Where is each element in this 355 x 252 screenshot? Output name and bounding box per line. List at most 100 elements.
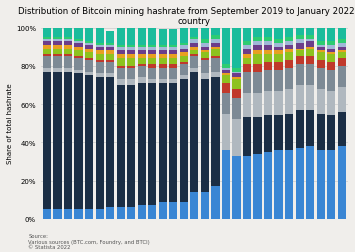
Bar (75, 42, 83, 44)
Bar (190, 38, 198, 40)
Bar (327, 67, 335, 70)
Bar (159, 59, 167, 65)
Bar (233, 72, 241, 74)
Bar (211, 49, 219, 57)
Bar (264, 38, 272, 42)
Bar (201, 53, 209, 59)
Bar (148, 206, 157, 219)
Bar (201, 80, 209, 192)
Bar (127, 80, 135, 85)
Bar (190, 55, 198, 57)
Bar (85, 59, 93, 61)
Bar (64, 42, 72, 46)
Bar (138, 84, 146, 206)
Bar (43, 40, 51, 42)
Bar (233, 95, 241, 99)
Bar (148, 55, 157, 59)
Bar (169, 30, 178, 46)
Bar (159, 51, 167, 55)
Bar (190, 72, 198, 192)
Bar (285, 89, 293, 114)
Bar (306, 146, 314, 219)
Bar (317, 47, 325, 51)
Bar (295, 28, 304, 36)
Bar (95, 61, 104, 63)
Bar (253, 68, 262, 72)
Bar (295, 40, 304, 44)
Bar (95, 78, 104, 209)
Bar (138, 55, 146, 59)
Bar (233, 80, 241, 89)
Bar (327, 70, 335, 91)
Bar (243, 46, 251, 49)
Bar (85, 46, 93, 49)
Bar (327, 63, 335, 67)
Bar (211, 72, 219, 78)
Bar (233, 68, 241, 72)
Bar (75, 59, 83, 70)
Bar (285, 150, 293, 219)
Bar (285, 49, 293, 53)
Bar (169, 202, 178, 219)
Bar (116, 80, 125, 85)
Bar (95, 28, 104, 44)
Bar (169, 59, 178, 65)
Bar (338, 28, 346, 40)
Bar (201, 40, 209, 44)
Bar (274, 67, 283, 70)
Bar (169, 84, 178, 202)
Bar (338, 146, 346, 219)
Bar (159, 65, 167, 68)
Bar (274, 51, 283, 55)
Bar (95, 209, 104, 219)
Bar (95, 63, 104, 74)
Bar (159, 55, 167, 59)
Bar (233, 28, 241, 68)
Bar (180, 44, 188, 46)
Bar (54, 72, 62, 209)
Bar (127, 68, 135, 80)
Bar (43, 57, 51, 68)
Bar (106, 32, 114, 44)
Bar (95, 44, 104, 46)
Bar (127, 55, 135, 59)
Bar (169, 47, 178, 51)
Bar (233, 99, 241, 120)
Bar (43, 42, 51, 46)
Bar (190, 44, 198, 47)
Bar (306, 28, 314, 36)
Bar (75, 40, 83, 42)
Bar (148, 46, 157, 47)
Bar (243, 118, 251, 156)
Bar (64, 72, 72, 209)
Bar (75, 44, 83, 47)
Bar (43, 28, 51, 38)
Bar (253, 38, 262, 42)
Bar (54, 38, 62, 40)
Bar (264, 152, 272, 219)
Bar (116, 67, 125, 68)
Bar (222, 74, 230, 76)
Bar (264, 55, 272, 63)
Bar (317, 65, 325, 68)
Bar (285, 42, 293, 46)
Bar (274, 91, 283, 116)
Bar (190, 51, 198, 55)
Bar (190, 28, 198, 38)
Bar (211, 36, 219, 40)
Bar (116, 28, 125, 46)
Bar (338, 40, 346, 44)
Bar (306, 65, 314, 85)
Bar (306, 85, 314, 110)
Bar (274, 116, 283, 150)
Bar (75, 57, 83, 59)
Bar (43, 209, 51, 219)
Bar (148, 80, 157, 84)
Bar (43, 72, 51, 209)
Bar (54, 209, 62, 219)
Bar (64, 209, 72, 219)
Bar (306, 110, 314, 146)
Bar (64, 57, 72, 68)
Bar (327, 150, 335, 219)
Bar (116, 47, 125, 51)
